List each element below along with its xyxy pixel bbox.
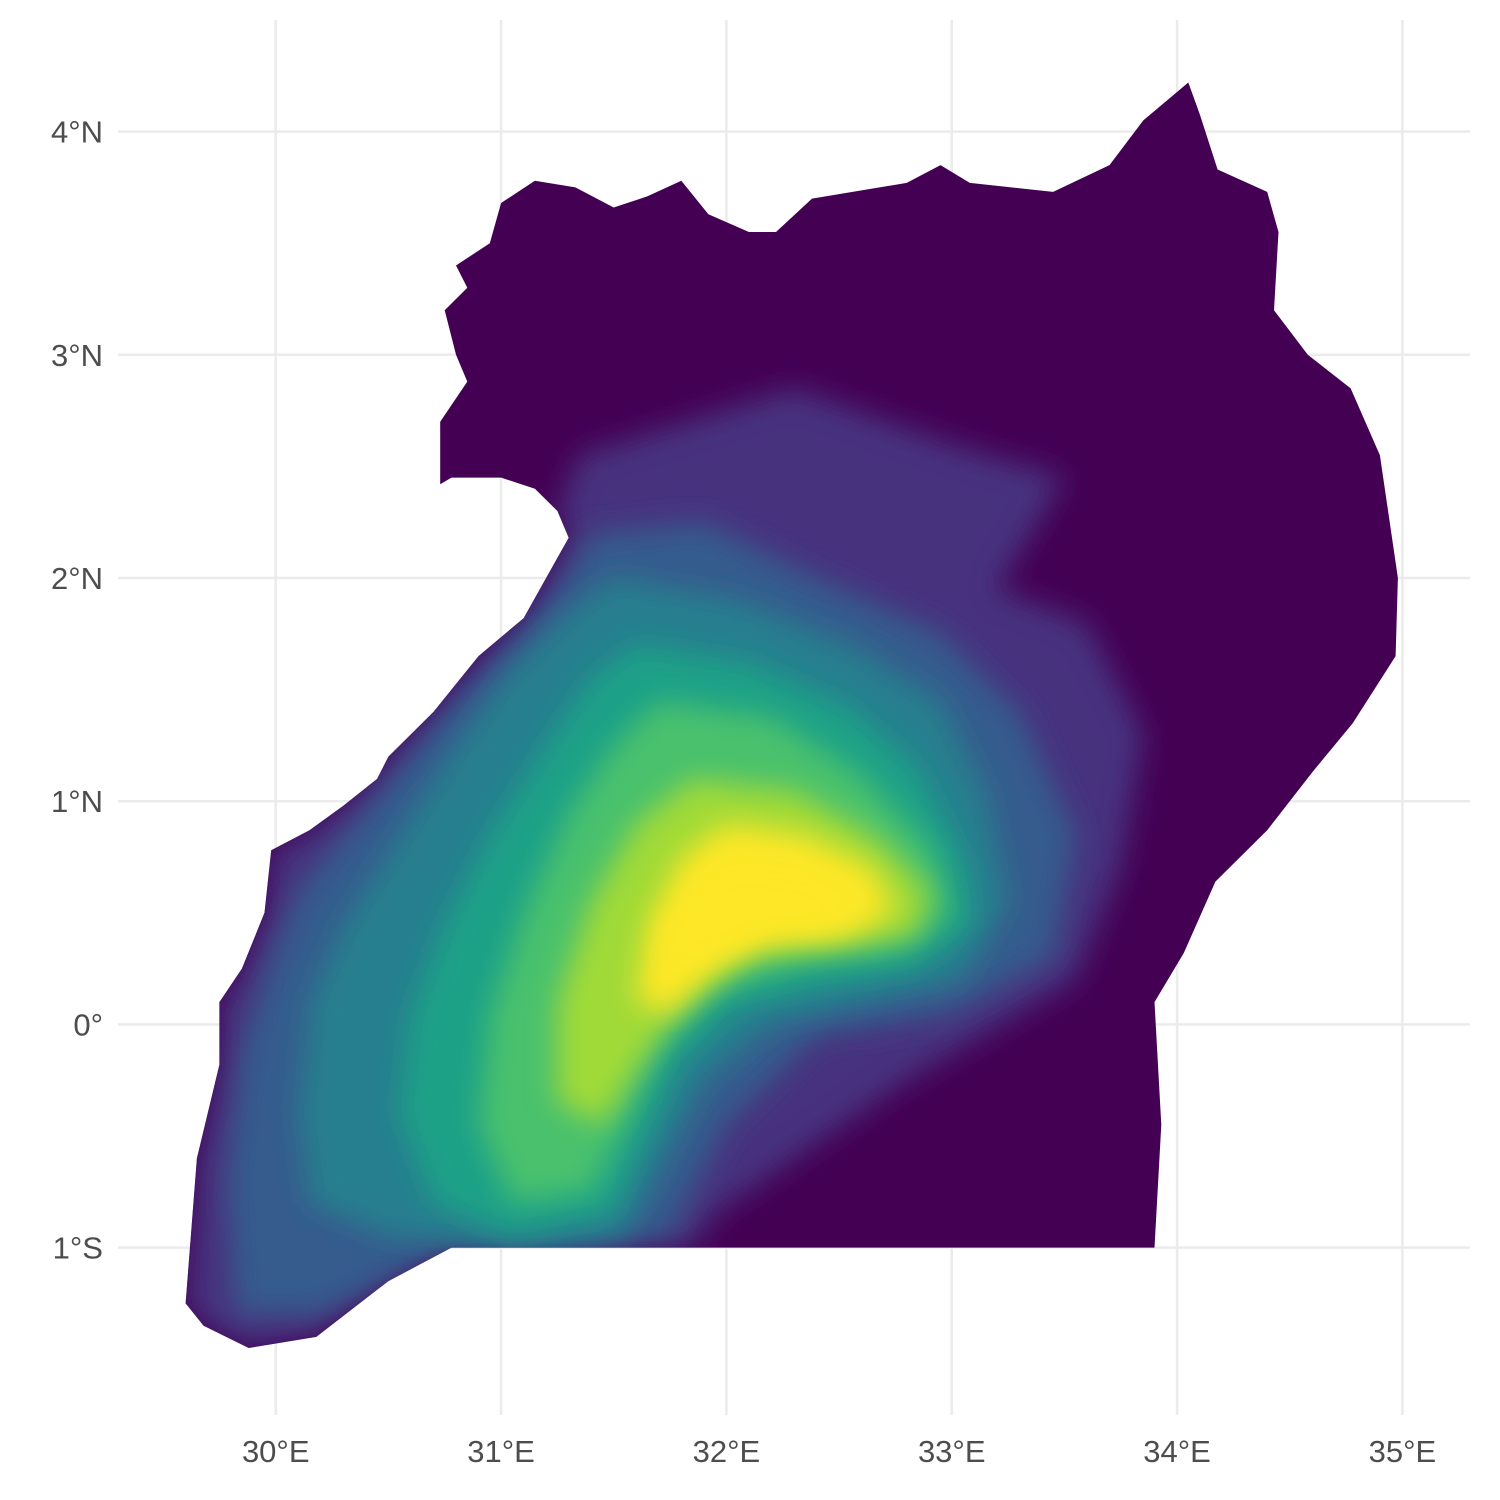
x-tick-label: 31°E (467, 1434, 535, 1469)
country-region (185, 82, 1398, 1348)
x-tick-label: 33°E (918, 1434, 986, 1469)
y-tick-label: 3°N (51, 338, 103, 373)
density-level-8 (663, 868, 862, 976)
y-axis: 1°S 0° 1°N 2°N 3°N 4°N (51, 115, 103, 1266)
y-tick-label: 4°N (51, 115, 103, 150)
y-tick-label: 1°S (53, 1231, 103, 1266)
y-tick-label: 2°N (51, 561, 103, 596)
x-tick-label: 30°E (242, 1434, 310, 1469)
x-tick-label: 35°E (1369, 1434, 1437, 1469)
y-tick-label: 1°N (51, 784, 103, 819)
x-tick-label: 34°E (1143, 1434, 1211, 1469)
density-surface (185, 388, 1144, 1348)
x-tick-label: 32°E (693, 1434, 761, 1469)
x-axis: 30°E 31°E 32°E 33°E 34°E 35°E (242, 1434, 1436, 1469)
y-tick-label: 0° (73, 1007, 103, 1042)
